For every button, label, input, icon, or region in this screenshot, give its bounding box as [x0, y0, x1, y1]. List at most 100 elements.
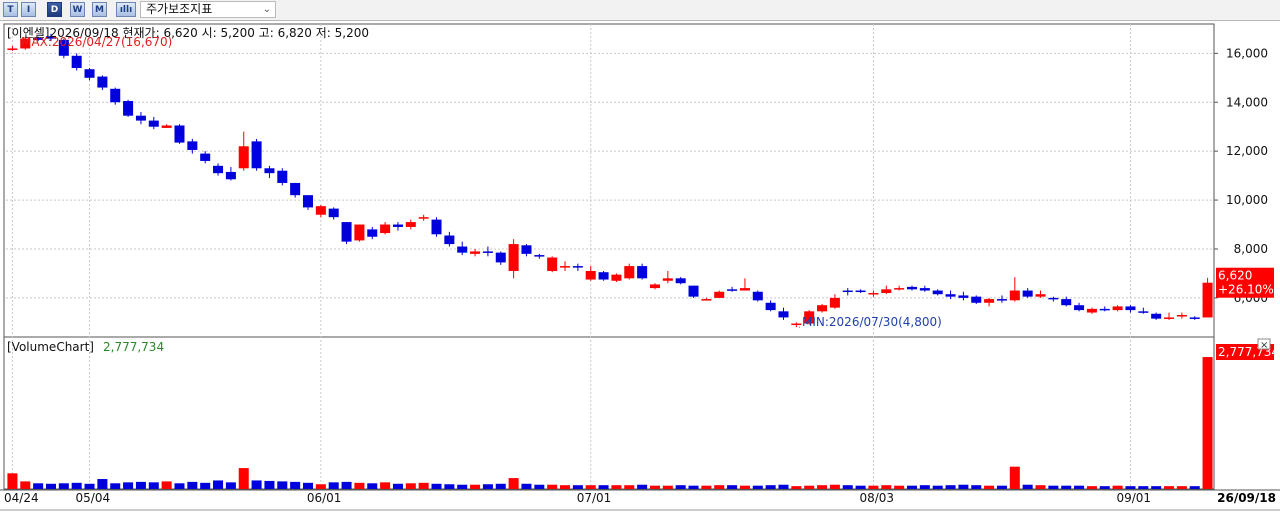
volume-bar — [662, 485, 673, 489]
volume-bar — [739, 485, 750, 489]
candle-body — [804, 311, 815, 324]
candle-body — [637, 266, 648, 279]
volume-bar — [1048, 485, 1059, 489]
volume-header-label: [VolumeChart] — [7, 340, 94, 354]
candle-body — [1022, 290, 1033, 297]
volume-bar — [1074, 485, 1085, 489]
candle-body — [1164, 317, 1175, 319]
candle-body — [238, 146, 249, 169]
volume-bar — [7, 473, 18, 489]
candle-body — [765, 302, 776, 311]
volume-header-value: 2,777,734 — [103, 340, 164, 354]
candle-body — [354, 224, 365, 241]
candle-body — [1009, 290, 1020, 301]
volume-bar — [1022, 484, 1033, 489]
date-tick-label: 06/01 — [307, 491, 342, 505]
price-tick-label: 10,000 — [1226, 193, 1268, 207]
candle-body — [662, 278, 673, 281]
candle-body — [200, 153, 211, 161]
volume-bar — [945, 485, 956, 489]
candle-body — [290, 182, 301, 196]
candle-body — [7, 48, 18, 50]
volume-bar — [110, 483, 121, 489]
candle-body — [598, 272, 609, 280]
volume-series — [7, 357, 1213, 489]
candle-body — [328, 208, 339, 218]
volume-bar — [251, 480, 262, 489]
candle-body — [302, 195, 314, 208]
minute-chart-button[interactable]: I — [21, 2, 36, 17]
price-tick-label: 12,000 — [1226, 144, 1268, 158]
candle-body — [110, 88, 121, 103]
volume-bar — [392, 483, 403, 489]
candle-body — [752, 291, 763, 301]
max-price-label: MAX:2026/04/27(16,670) — [21, 35, 172, 49]
chart-toolbar: T I D W M ıllı 주가보조지표 ⌄ — [0, 0, 1280, 21]
date-tick-label: 26/09/18 — [1217, 491, 1276, 505]
candle-body — [1125, 306, 1136, 311]
current-price-tag — [1216, 267, 1274, 298]
candle-body — [431, 219, 442, 235]
candle-body — [791, 323, 802, 326]
candle-body — [225, 171, 236, 180]
volume-bar — [328, 482, 339, 489]
candle-body — [1138, 311, 1149, 313]
volume-bar — [958, 484, 969, 489]
candle-body — [367, 229, 378, 237]
candle-body — [1151, 313, 1162, 319]
candle-body — [829, 297, 840, 308]
volume-bar — [123, 482, 134, 489]
candle-body — [495, 252, 506, 263]
volume-bar — [881, 485, 892, 489]
indicator-select[interactable]: 주가보조지표 ⌄ — [140, 1, 276, 18]
candle-body — [97, 76, 108, 88]
volume-bar — [649, 485, 660, 489]
volume-bar — [1189, 486, 1200, 489]
volume-bar — [58, 483, 69, 489]
candle-body — [1099, 308, 1110, 311]
candle-body — [392, 224, 403, 227]
candle-body — [123, 101, 134, 116]
volume-bar — [1061, 485, 1072, 489]
volume-bar — [1112, 485, 1123, 489]
price-tick-label: 8,000 — [1234, 242, 1268, 256]
candle-body — [84, 69, 95, 78]
candle-body — [264, 168, 275, 174]
close-icon[interactable]: × — [1260, 340, 1268, 351]
weekly-chart-button[interactable]: W — [70, 2, 85, 17]
volume-bar — [932, 485, 943, 489]
candle-body — [560, 266, 571, 268]
candle-body — [251, 141, 262, 169]
volume-bar — [598, 485, 609, 489]
volume-bar — [919, 485, 930, 489]
volume-bar — [1009, 466, 1020, 489]
candle-body — [71, 55, 82, 69]
chart-settings-button[interactable]: ıllı — [116, 2, 136, 17]
volume-bar — [855, 485, 866, 489]
candle-body — [585, 270, 596, 280]
volume-bar — [238, 468, 249, 489]
volume-bar — [624, 485, 635, 489]
candle-body — [444, 235, 455, 245]
chevron-down-icon: ⌄ — [262, 4, 271, 15]
volume-bar — [868, 485, 879, 489]
volume-bar — [431, 483, 442, 489]
date-tick-label: 08/03 — [859, 491, 894, 505]
candle-body — [611, 274, 622, 281]
volume-bar — [302, 482, 314, 489]
candle-body — [778, 311, 789, 318]
volume-bar — [367, 483, 378, 489]
candle-body — [727, 289, 738, 291]
candle-body — [33, 37, 44, 40]
tick-chart-button[interactable]: T — [3, 2, 18, 17]
volume-bar — [817, 485, 828, 489]
daily-chart-button[interactable]: D — [47, 2, 62, 17]
volume-bar — [996, 485, 1007, 489]
candle-body — [521, 245, 532, 254]
close-pane-button[interactable] — [1257, 338, 1271, 350]
monthly-chart-button[interactable]: M — [92, 2, 107, 17]
volume-bar — [148, 482, 159, 489]
